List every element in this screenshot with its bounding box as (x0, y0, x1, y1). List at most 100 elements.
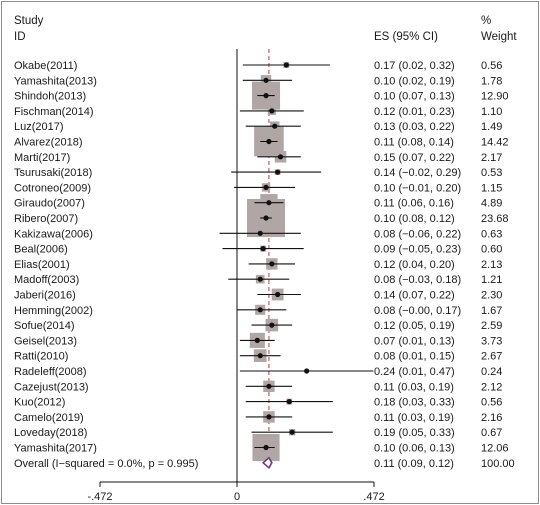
weight-label: 14.42 (481, 137, 509, 149)
effect-size-label: 0.08 (−0.00, 0.17) (374, 305, 461, 317)
point-estimate (266, 200, 272, 206)
weight-label: 0.56 (481, 60, 502, 72)
weight-label: 2.16 (481, 412, 502, 424)
study-label: Marti(2017) (14, 152, 70, 164)
table-header: Study ID ES (95% CI) % Weight (14, 15, 517, 43)
weight-label: 2.17 (481, 152, 502, 164)
effect-size-label: 0.12 (0.01, 0.23) (374, 106, 455, 118)
weight-label: 3.73 (481, 335, 502, 347)
effect-size-label: 0.08 (−0.03, 0.18) (374, 274, 461, 286)
weight-label: 23.68 (481, 213, 509, 225)
study-label: Hemming(2002) (14, 305, 93, 317)
weight-label: 0.53 (481, 167, 502, 179)
study-label: Shindoh(2013) (14, 91, 86, 103)
study-label: Yamashita(2017) (14, 443, 97, 455)
effect-size-label: 0.11 (0.03, 0.19) (374, 412, 454, 424)
study-label: Loveday(2018) (14, 427, 87, 439)
point-estimate (266, 414, 272, 420)
effect-size-label: 0.15 (0.07, 0.22) (374, 152, 455, 164)
effect-size-label: 0.12 (0.04, 0.20) (374, 259, 455, 271)
study-label: Kakizawa(2006) (14, 228, 93, 240)
point-estimate (263, 93, 269, 99)
weight-label: 1.78 (481, 75, 502, 87)
study-label: Madoff(2003) (14, 274, 79, 286)
study-label: Alvarez(2018) (14, 137, 82, 149)
point-estimate (283, 62, 289, 68)
point-estimate (289, 429, 295, 435)
weight-label: 0.60 (481, 244, 502, 256)
effect-size-label: 0.24 (0.01, 0.47) (374, 366, 455, 378)
weight-label: 1.21 (481, 274, 502, 286)
study-rows: Okabe(2011) 0.17 (0.02, 0.32) 0.56 Yamashit… (14, 60, 509, 462)
effect-size-label: 0.12 (0.05, 0.19) (374, 320, 455, 332)
effect-size-label: 0.17 (0.02, 0.32) (374, 60, 455, 72)
point-estimate (263, 77, 269, 83)
effect-size-label: 0.19 (0.05, 0.33) (374, 427, 455, 439)
study-label: Ratti(2010) (14, 351, 68, 363)
weight-label: 0.67 (481, 427, 502, 439)
study-label: Cazejust(2013) (14, 381, 89, 393)
point-estimate (277, 154, 284, 160)
weight-label: 2.13 (481, 259, 502, 271)
overall-label: Overall (I−squared = 0.0%, p = 0.995) (14, 458, 198, 470)
study-label: Luz(2017) (14, 121, 64, 133)
weight-label: 12.06 (481, 443, 509, 455)
study-label: Fischman(2014) (14, 106, 93, 118)
effect-size-label: 0.18 (0.03, 0.33) (374, 397, 455, 409)
study-label: Radeleff(2008) (14, 366, 87, 378)
effect-size-label: 0.13 (0.03, 0.22) (374, 121, 455, 133)
point-estimate (254, 337, 260, 343)
weight-label: 2.30 (481, 290, 502, 302)
point-estimate (286, 399, 292, 405)
effect-size-label: 0.10 (0.06, 0.13) (374, 443, 455, 455)
point-estimate (269, 261, 275, 267)
study-label: Jaberi(2016) (14, 290, 76, 302)
weight-label: 2.59 (481, 320, 502, 332)
study-label: Elias(2001) (14, 259, 70, 271)
study-label: Sofue(2014) (14, 320, 75, 332)
effect-size-label: 0.09 (−0.05, 0.23) (374, 244, 461, 256)
weight-label: 12.90 (481, 91, 509, 103)
overall-weight-label: 100.00 (481, 458, 515, 470)
study-label: Geisel(2013) (14, 335, 77, 347)
effect-size-label: 0.14 (−0.02, 0.29) (374, 167, 461, 179)
weight-label: 1.67 (481, 305, 502, 317)
overall-diamond (261, 456, 273, 470)
weight-label: 4.89 (481, 198, 502, 210)
effect-size-label: 0.11 (0.03, 0.19) (374, 381, 454, 393)
point-estimate (272, 123, 278, 129)
x-tick-label: .472 (363, 491, 384, 503)
effect-size-label: 0.10 (0.02, 0.19) (374, 75, 455, 87)
weight-label: 0.24 (481, 366, 502, 378)
point-estimate (275, 169, 281, 175)
weight-header-line2: Weight (481, 31, 517, 43)
study-label: Tsurusaki(2018) (14, 167, 92, 179)
weight-label: 1.10 (481, 106, 502, 118)
effect-size-label: 0.14 (0.07, 0.22) (374, 290, 455, 302)
es-header: ES (95% CI) (374, 31, 438, 43)
effect-size-label: 0.08 (0.01, 0.15) (374, 351, 455, 363)
weight-label: 0.56 (481, 397, 502, 409)
weight-label: 2.12 (481, 381, 502, 393)
x-tick-label: 0 (234, 491, 240, 503)
point-estimate (269, 322, 275, 328)
x-tick-label: -.472 (87, 491, 112, 503)
effect-size-label: 0.07 (0.01, 0.13) (374, 335, 455, 347)
point-estimate (266, 138, 272, 145)
point-estimate (263, 215, 269, 221)
point-estimate (269, 108, 275, 114)
point-estimate (257, 353, 263, 359)
effect-size-label: 0.10 (−0.01, 0.20) (374, 182, 461, 194)
point-estimate (266, 383, 272, 389)
weight-header-line1: % (481, 15, 491, 27)
study-label: Kuo(2012) (14, 397, 65, 409)
study-label: Beal(2006) (14, 244, 68, 256)
overall-row: Overall (I−squared = 0.0%, p = 0.995) 0.1… (14, 456, 515, 470)
study-label: Okabe(2011) (14, 60, 77, 72)
point-estimate (275, 291, 281, 298)
overall-effect-label: 0.11 (0.09, 0.12) (374, 458, 454, 470)
point-estimate (260, 246, 266, 252)
weight-label: 1.49 (481, 121, 502, 133)
